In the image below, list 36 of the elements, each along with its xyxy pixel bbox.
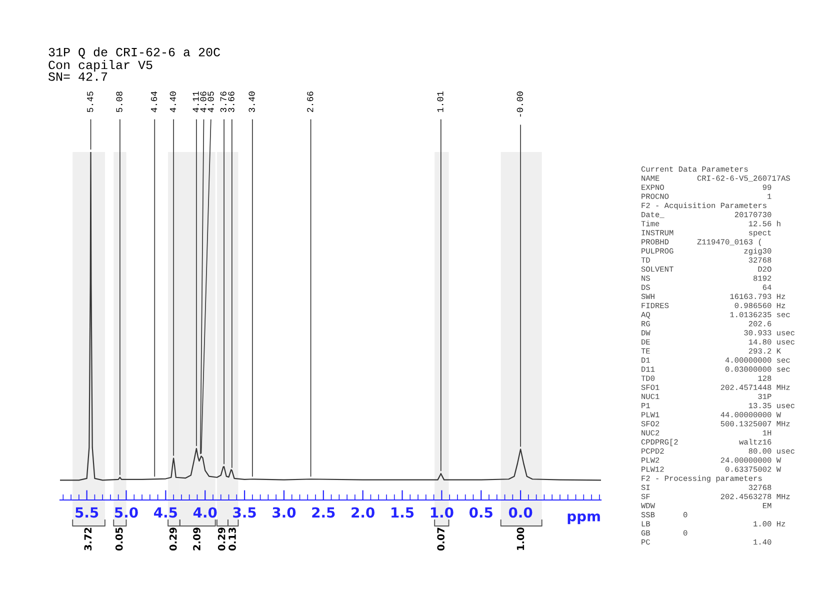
x-tick-label: 5.5 [76,507,98,518]
annotation: 3.76 [220,92,226,112]
annotation: 4.64 [150,91,158,112]
band-label: 3.72 [84,528,92,550]
annotation: 5.08 [116,92,122,112]
annotation: 3.40 [248,92,255,112]
chart-subtitle: Con capilar V5 SN= 42.7 [48,60,152,81]
annotation: 1.01 [437,91,444,112]
x-tick-label: 4.5 [154,507,178,518]
annotation: 4.05 [208,92,214,112]
annotation: 3.66 [228,92,234,112]
chart-title: 31P Q de CRI-62-6 a 20C [48,47,220,59]
annotation: -0.00 [516,92,523,117]
band-label: 0.07 [437,528,445,551]
x-tick-label: 2.5 [312,507,335,518]
band-label: 1.00 [516,527,524,550]
x-tick-label: 0.0 [508,507,532,518]
band-label: 0.05 [115,528,123,551]
annotation: 2.66 [307,92,314,112]
x-axis-title: ppm [568,513,600,524]
x-tick-label: 1.0 [430,507,454,518]
x-tick-label: 4.0 [193,507,217,518]
x-tick-label: 2.0 [352,507,374,518]
band-label: 0.13 [228,528,236,551]
x-tick-label: 1.5 [392,507,414,518]
x-tick-label: 3.0 [272,507,296,518]
annotation: 4.40 [170,92,176,112]
band-label: 0.29 [218,528,226,551]
annotation: 4.11 [192,91,199,112]
annotation: 4.06 [200,92,206,112]
annotation: 5.45 [87,92,94,112]
x-tick-label: 3.5 [233,507,256,518]
band-label: 2.09 [193,528,200,550]
band-label: 0.29 [169,528,177,551]
x-tick-label: 5.0 [115,507,138,518]
x-tick-label: 0.5 [469,507,492,518]
